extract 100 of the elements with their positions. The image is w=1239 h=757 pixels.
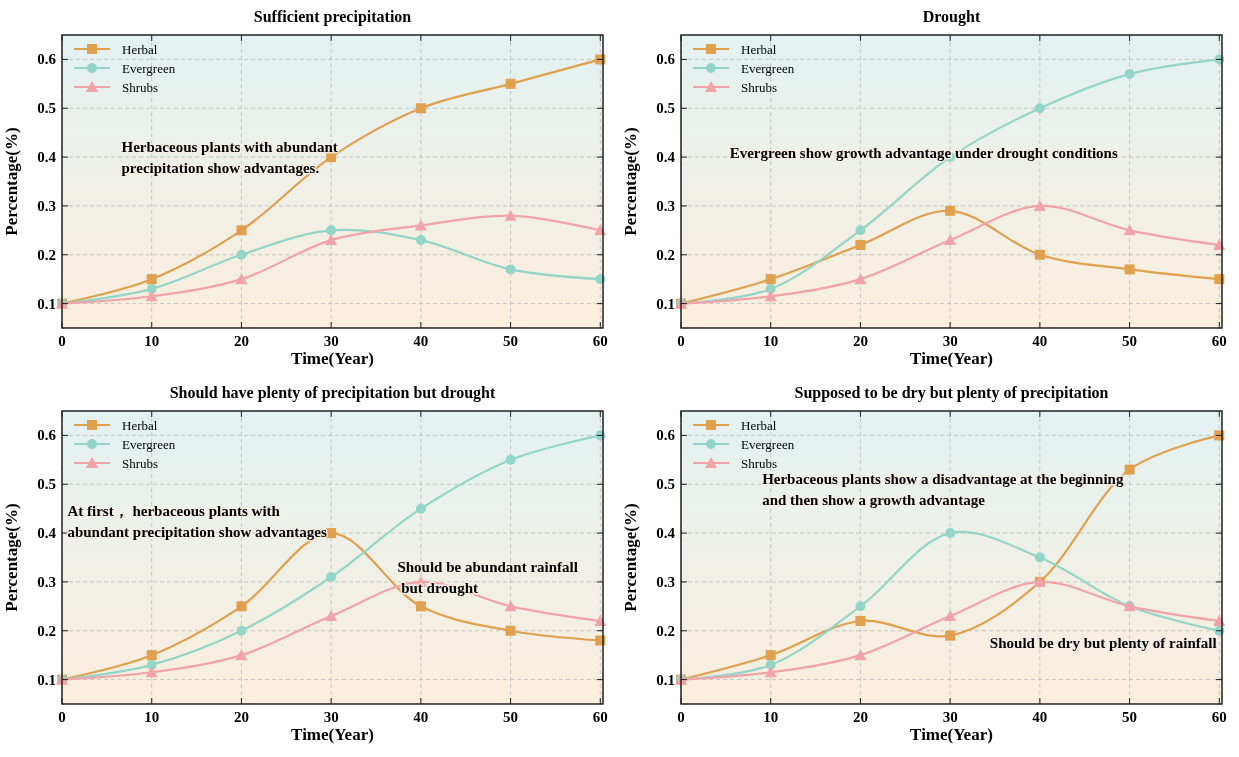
point: [236, 625, 247, 636]
point: [235, 273, 248, 285]
y-tick-label: 0.1: [37, 295, 56, 312]
point: [764, 666, 777, 678]
x-tick-label: 30: [323, 709, 339, 725]
y-tick-label: 0.5: [656, 476, 675, 493]
point: [944, 610, 957, 622]
y-axis-title: Percentage(%): [621, 127, 640, 236]
point: [1033, 199, 1046, 211]
point: [236, 249, 247, 260]
point: [505, 454, 516, 465]
annotation: Should be dry but plenty of rainfall: [989, 635, 1217, 652]
point: [765, 283, 776, 294]
point: [1034, 552, 1045, 563]
point: [325, 234, 338, 246]
x-tick-label: 30: [942, 709, 958, 725]
point: [146, 274, 157, 285]
y-tick-label: 0.3: [656, 197, 675, 214]
y-tick-label: 0.2: [656, 246, 675, 263]
point: [145, 290, 158, 302]
point: [145, 666, 158, 678]
point: [944, 234, 957, 246]
legend-label: Shrubs: [741, 80, 778, 95]
point: [236, 225, 247, 236]
x-tick-label: 40: [413, 709, 429, 725]
point: [855, 225, 866, 236]
point: [146, 283, 157, 294]
legend-label: Herbal: [122, 418, 158, 433]
x-tick-label: 50: [503, 709, 519, 725]
x-tick-label: 50: [503, 333, 519, 349]
point: [505, 264, 516, 275]
point: [765, 650, 776, 661]
point: [764, 290, 777, 302]
y-axis-title: Percentage(%): [2, 127, 21, 236]
y-tick-label: 0.4: [37, 149, 57, 166]
x-axis-title: Time(Year): [910, 349, 993, 368]
annotation: Evergreen show growth advantage under drought conditions: [729, 145, 1118, 162]
legend-label: Herbal: [122, 42, 158, 57]
x-tick-label: 30: [942, 333, 958, 349]
legend-label: Evergreen: [741, 437, 795, 452]
point: [235, 649, 248, 661]
x-tick-label: 40: [1032, 333, 1048, 349]
x-tick-label: 0: [58, 709, 66, 725]
point: [326, 572, 337, 583]
x-tick-label: 60: [592, 333, 608, 349]
chart-title: Should have plenty of precipitation but drought: [169, 384, 497, 402]
point: [1034, 103, 1045, 114]
point: [855, 239, 866, 250]
legend-label: Shrubs: [122, 456, 159, 471]
y-tick-label: 0.3: [656, 573, 675, 590]
y-tick-label: 0.2: [656, 622, 675, 639]
y-tick-label: 0.5: [656, 100, 675, 117]
y-tick-label: 0.5: [37, 476, 56, 493]
point: [765, 659, 776, 670]
y-tick-label: 0.4: [656, 525, 676, 542]
point: [1034, 249, 1045, 260]
x-tick-label: 40: [1032, 709, 1048, 725]
y-tick-label: 0.1: [37, 671, 56, 688]
y-tick-label: 0.1: [656, 295, 675, 312]
x-tick-label: 40: [413, 333, 429, 349]
point: [415, 103, 426, 114]
y-tick-label: 0.5: [37, 100, 56, 117]
x-tick-label: 50: [1122, 709, 1138, 725]
y-tick-label: 0.2: [37, 246, 56, 263]
y-tick-label: 0.6: [656, 51, 676, 68]
x-axis-title: Time(Year): [291, 725, 374, 744]
annotation: Should be abundant rainfall but drought: [397, 559, 578, 597]
x-tick-label: 10: [763, 333, 779, 349]
y-tick-label: 0.4: [37, 525, 57, 542]
point: [236, 601, 247, 612]
point: [505, 78, 516, 89]
point: [146, 659, 157, 670]
legend-label: Shrubs: [741, 456, 778, 471]
x-tick-label: 0: [677, 709, 685, 725]
point: [326, 225, 337, 236]
point: [414, 219, 427, 231]
y-tick-label: 0.4: [656, 149, 676, 166]
y-tick-label: 0.6: [37, 427, 57, 444]
y-tick-label: 0.6: [37, 51, 57, 68]
point: [415, 601, 426, 612]
point: [325, 610, 338, 622]
chart-title: Drought: [922, 8, 981, 26]
y-tick-label: 0.3: [37, 197, 56, 214]
point: [146, 650, 157, 661]
x-tick-label: 20: [852, 333, 868, 349]
x-axis-title: Time(Year): [291, 349, 374, 368]
legend-label: Evergreen: [122, 437, 176, 452]
point: [1124, 264, 1135, 275]
point: [854, 273, 867, 285]
chart-title: Supposed to be dry but plenty of precipitation: [794, 384, 1109, 402]
x-tick-label: 60: [1211, 333, 1227, 349]
legend-label: Herbal: [741, 418, 777, 433]
y-axis-title: Percentage(%): [2, 503, 21, 612]
x-tick-label: 20: [233, 333, 249, 349]
legend-label: Evergreen: [741, 61, 795, 76]
x-tick-label: 0: [677, 333, 685, 349]
point: [505, 625, 516, 636]
point: [504, 600, 517, 612]
x-tick-label: 60: [1211, 709, 1227, 725]
x-tick-label: 10: [144, 333, 160, 349]
